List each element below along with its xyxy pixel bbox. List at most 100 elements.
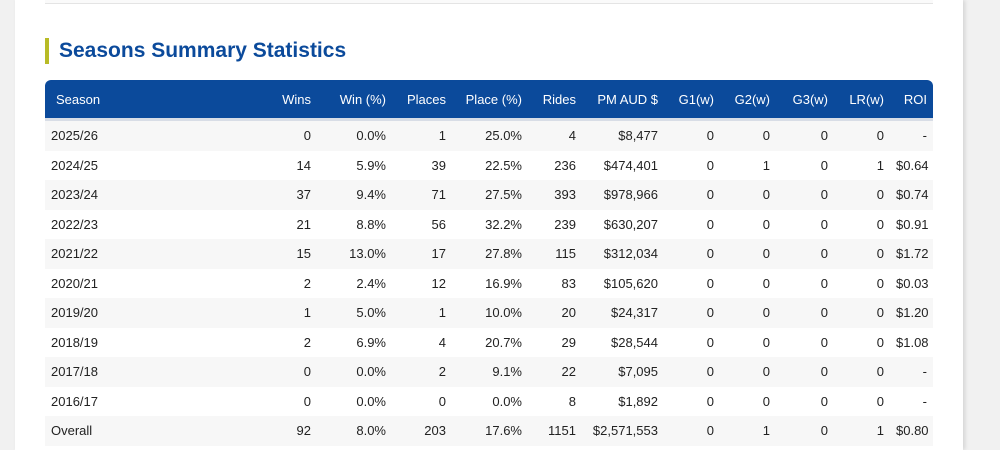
table-cell: 0 [720, 180, 776, 210]
table-cell: 0 [664, 239, 720, 269]
table-cell: $0.91 [896, 216, 929, 232]
table-cell: 2016/17 [51, 393, 98, 409]
table-cell: 2025/26 [45, 121, 260, 151]
table-cell: 8 [568, 393, 576, 409]
table-cell: 0 [720, 121, 776, 151]
table-cell: 92 [260, 416, 317, 446]
table-cell: 0 [876, 334, 884, 350]
table-cell: 115 [528, 239, 582, 269]
table-cell: 29 [561, 334, 576, 350]
table-cell: 0 [820, 216, 828, 232]
table-cell: 0 [876, 216, 884, 232]
table-cell: 2024/25 [51, 157, 98, 173]
table-cell: $1,892 [618, 393, 658, 409]
table-cell: 10.0% [452, 298, 528, 328]
table-cell: 0 [876, 393, 884, 409]
table-cell: 0 [706, 216, 714, 232]
table-cell: 0 [706, 157, 714, 173]
table-cell: 0 [762, 393, 770, 409]
table-cell: 8.0% [317, 416, 392, 446]
table-cell: 0 [834, 180, 890, 210]
column-header[interactable]: Win (%) [317, 80, 392, 121]
table-cell: 236 [554, 157, 576, 173]
table-cell: 83 [561, 275, 576, 291]
column-header[interactable]: Places [392, 80, 452, 121]
table-cell: 2018/19 [51, 334, 98, 350]
column-header[interactable]: G1(w) [664, 80, 720, 121]
table-cell: $978,966 [582, 180, 664, 210]
table-cell: 22 [528, 357, 582, 387]
table-cell: 0 [820, 393, 828, 409]
table-cell: 0 [876, 275, 884, 291]
stats-table: Season Wins Win (%) Places Place (%) Rides PM … [45, 80, 933, 446]
table-cell: 16.9% [485, 275, 522, 291]
table-cell: 0 [720, 357, 776, 387]
table-cell: $2,571,553 [582, 416, 664, 446]
column-header[interactable]: Wins [260, 80, 317, 121]
table-cell: 0 [664, 180, 720, 210]
table-cell: $0.74 [890, 180, 933, 210]
table-cell: 0 [303, 393, 311, 409]
table-cell: 1 [392, 298, 452, 328]
table-cell: 14 [296, 157, 311, 173]
table-cell: - [922, 393, 927, 409]
table-cell: 25.0% [452, 121, 528, 151]
table-cell: - [890, 121, 933, 151]
table-row: 2018/19 2 6.9% 4 20.7% 29 $28,544 0 0 0 0 $1.08 [45, 328, 933, 358]
table-cell: 17 [392, 239, 452, 269]
table-cell: 56 [431, 216, 446, 232]
table-cell: 9.1% [452, 357, 528, 387]
table-cell: 0 [706, 393, 714, 409]
table-cell: 71 [392, 180, 452, 210]
table-cell: 2 [303, 334, 311, 350]
table-cell: 5.0% [317, 298, 392, 328]
table-row: Overall 92 8.0% 203 17.6% 1151 $2,571,553 0 1 0 1 $… [45, 416, 933, 446]
table-cell: 0 [776, 239, 834, 269]
table-cell: 1 [260, 298, 317, 328]
table-cell: 0.0% [356, 393, 386, 409]
column-header[interactable]: ROI [890, 80, 933, 121]
table-cell: 0.0% [317, 121, 392, 151]
table-cell: 20.7% [485, 334, 522, 350]
table-cell: $0.03 [896, 275, 929, 291]
table-cell: $7,095 [582, 357, 664, 387]
table-cell: 20 [528, 298, 582, 328]
table-cell: 0 [776, 121, 834, 151]
table-row: 2022/23 21 8.8% 56 32.2% 239 $630,207 0 0 0 0 $0.91 [45, 210, 933, 240]
table-body: 2025/26 0 0.0% 1 25.0% 4 $8,477 0 0 0 0- 2024/25 14 5… [45, 121, 933, 446]
table-row: 2025/26 0 0.0% 1 25.0% 4 $8,477 0 0 0 0- [45, 121, 933, 151]
column-header[interactable]: LR(w) [834, 80, 890, 121]
table-cell: 0 [834, 357, 890, 387]
table-cell: 5.9% [356, 157, 386, 173]
table-cell: 22.5% [485, 157, 522, 173]
column-header[interactable]: PM AUD $ [582, 80, 664, 121]
table-cell: 21 [296, 216, 311, 232]
header-row: Season Wins Win (%) Places Place (%) Rides PM … [45, 80, 933, 121]
column-header[interactable]: Place (%) [452, 80, 528, 121]
table-cell: 0 [664, 298, 720, 328]
table-cell: $1.08 [896, 334, 929, 350]
table-cell: 0 [834, 121, 890, 151]
table-cell: 0 [260, 121, 317, 151]
table-cell: 39 [431, 157, 446, 173]
table-row: 2019/20 1 5.0% 1 10.0% 20 $24,317 0 0 0 0 $1.20 [45, 298, 933, 328]
column-header[interactable]: G2(w) [720, 80, 776, 121]
table-cell: 0 [438, 393, 446, 409]
table-row: 2021/22 15 13.0% 17 27.8% 115 $312,034 0 0 0 0 $1.7… [45, 239, 933, 269]
table-cell: 0 [260, 357, 317, 387]
table-cell: 203 [392, 416, 452, 446]
table-cell: $1.72 [890, 239, 933, 269]
table-cell: 37 [260, 180, 317, 210]
table-row: 2017/18 0 0.0% 2 9.1% 22 $7,095 0 0 0 0- [45, 357, 933, 387]
table-cell: 1 [392, 121, 452, 151]
table-row: 2016/17 0 0.0% 0 0.0% 8 $1,892 0 0 0 0 - [45, 387, 933, 417]
column-header[interactable]: Rides [528, 80, 582, 121]
table-cell: 1 [762, 157, 770, 173]
table-cell: 0 [820, 275, 828, 291]
table-row: 2023/24 37 9.4% 71 27.5% 393 $978,966 0 0 0 0 $0.74 [45, 180, 933, 210]
column-header[interactable]: G3(w) [776, 80, 834, 121]
column-header[interactable]: Season [45, 80, 260, 121]
table-cell: 1 [834, 416, 890, 446]
table-cell: 9.4% [317, 180, 392, 210]
